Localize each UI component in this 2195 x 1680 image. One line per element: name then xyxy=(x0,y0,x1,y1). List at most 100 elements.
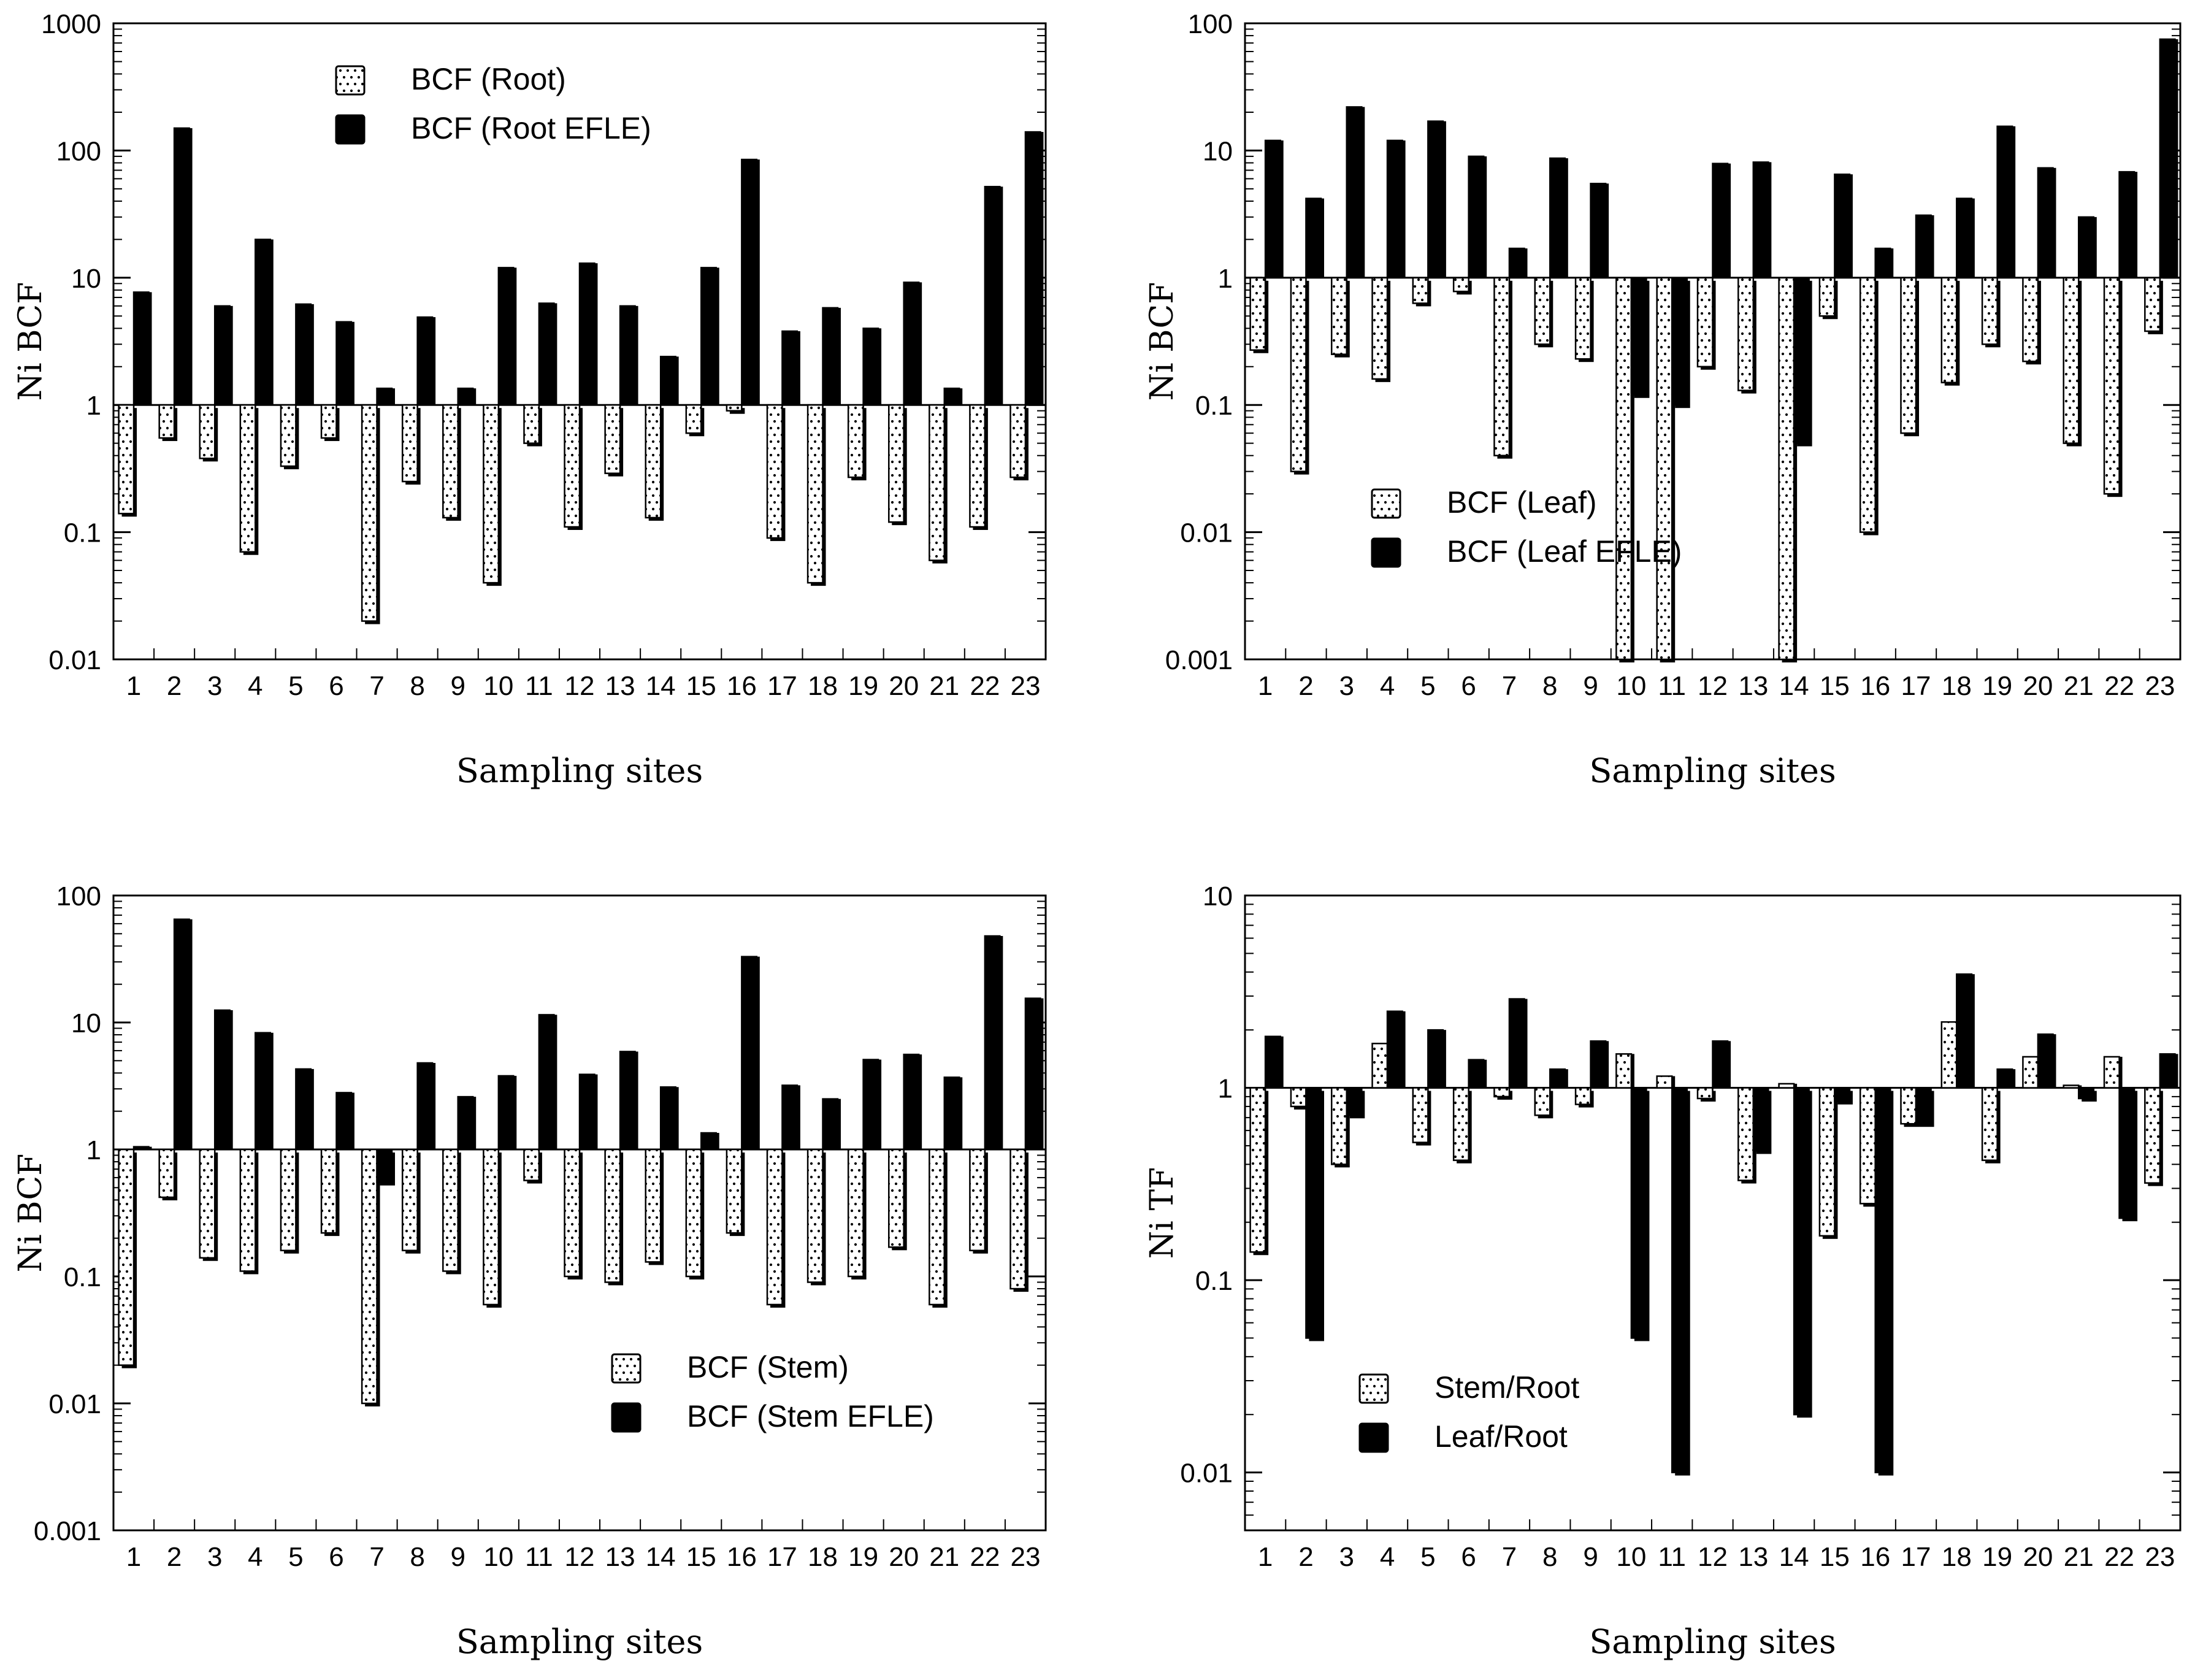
x-tick-label: 11 xyxy=(1658,671,1686,701)
bar-dotted-site-2 xyxy=(1290,1087,1307,1108)
bar-dotted-site-4 xyxy=(1371,1043,1389,1089)
x-tick-label: 11 xyxy=(525,1542,553,1572)
y-tick-label: 0.01 xyxy=(48,1389,101,1419)
bar-dotted-site-6 xyxy=(320,1148,337,1234)
bar-dotted-site-12 xyxy=(1696,277,1714,368)
x-tick-label: 20 xyxy=(2023,671,2053,701)
x-tick-label: 8 xyxy=(410,671,424,701)
bar-dotted-site-12 xyxy=(564,1148,581,1278)
bar-dotted-site-1 xyxy=(118,1148,135,1366)
legend-swatch-dotted xyxy=(1358,1373,1389,1404)
bar-solid-site-12 xyxy=(1712,163,1729,279)
bar-dotted-site-19 xyxy=(1981,277,1998,345)
bar-dotted-site-17 xyxy=(766,404,783,539)
x-tick-label: 15 xyxy=(686,671,716,701)
legend-label: BCF (Stem EFLE) xyxy=(687,1399,934,1433)
x-tick-label: 12 xyxy=(565,1542,595,1572)
legend-label: BCF (Root) xyxy=(411,62,566,96)
bar-dotted-site-8 xyxy=(401,404,418,483)
bar-dotted-site-3 xyxy=(1330,1087,1348,1165)
y-tick-label: 100 xyxy=(56,881,101,911)
bar-dotted-site-15 xyxy=(1818,277,1836,317)
x-tick-label: 10 xyxy=(483,1542,513,1572)
bar-solid-site-16 xyxy=(741,956,758,1151)
x-axis-title: Sampling sites xyxy=(1589,751,1836,790)
x-tick-label: 23 xyxy=(2145,671,2175,701)
x-tick-label: 22 xyxy=(2104,671,2134,701)
bar-dotted-site-19 xyxy=(847,1148,864,1278)
x-tick-label: 12 xyxy=(1698,1542,1728,1572)
bar-solid-site-3 xyxy=(1346,106,1363,279)
bar-solid-site-13 xyxy=(619,305,636,406)
bar-solid-site-16 xyxy=(1874,247,1891,279)
x-tick-label: 2 xyxy=(1298,1542,1313,1572)
y-tick-label: 0.1 xyxy=(64,518,101,548)
x-tick-label: 22 xyxy=(2104,1542,2134,1572)
x-tick-label: 6 xyxy=(329,671,343,701)
bar-dotted-site-13 xyxy=(604,404,621,474)
x-tick-label: 9 xyxy=(450,1542,465,1572)
bar-dotted-site-14 xyxy=(645,1148,662,1263)
bar-solid-site-22 xyxy=(984,935,1001,1151)
x-tick-label: 5 xyxy=(288,671,303,701)
x-tick-label: 22 xyxy=(970,1542,1000,1572)
x-tick-label: 1 xyxy=(126,671,141,701)
bar-solid-site-12 xyxy=(578,1073,596,1151)
x-tick-label: 16 xyxy=(727,1542,757,1572)
bar-dotted-site-15 xyxy=(685,1148,702,1278)
y-tick-label: 1 xyxy=(1218,1074,1233,1104)
x-tick-label: 6 xyxy=(329,1542,343,1572)
bar-solid-site-6 xyxy=(1468,155,1485,279)
bar-solid-site-4 xyxy=(1386,1010,1403,1089)
x-tick-label: 3 xyxy=(207,671,222,701)
x-tick-label: 5 xyxy=(288,1542,303,1572)
bar-solid-site-10 xyxy=(1630,1087,1647,1339)
y-tick-label: 10 xyxy=(1203,136,1233,166)
bar-solid-site-8 xyxy=(416,1062,434,1151)
bar-solid-site-23 xyxy=(1024,997,1041,1151)
x-tick-label: 9 xyxy=(1583,671,1598,701)
bar-dotted-site-18 xyxy=(806,404,824,584)
bar-dotted-site-6 xyxy=(1452,277,1469,293)
bar-dotted-site-13 xyxy=(1737,1087,1755,1181)
bar-dotted-site-21 xyxy=(2063,1084,2080,1089)
x-tick-label: 20 xyxy=(889,671,919,701)
x-tick-label: 15 xyxy=(1820,1542,1850,1572)
x-tick-label: 11 xyxy=(525,671,553,701)
x-tick-label: 17 xyxy=(767,671,797,701)
bar-dotted-site-5 xyxy=(280,404,297,467)
bar-dotted-site-11 xyxy=(1656,1075,1673,1089)
bar-dotted-site-19 xyxy=(847,404,864,478)
bar-dotted-site-22 xyxy=(969,404,986,528)
x-tick-label: 14 xyxy=(646,671,676,701)
bar-dotted-site-11 xyxy=(523,1148,540,1181)
bar-solid-site-8 xyxy=(416,316,434,406)
bar-dotted-site-16 xyxy=(1859,277,1876,533)
bar-solid-site-18 xyxy=(1956,973,1973,1089)
legend-swatch-solid xyxy=(611,1402,642,1433)
x-tick-label: 17 xyxy=(1901,1542,1931,1572)
legend-swatch-dotted xyxy=(611,1353,642,1384)
x-tick-label: 7 xyxy=(369,1542,384,1572)
bar-solid-site-3 xyxy=(213,305,231,406)
legend-swatch-solid xyxy=(335,114,366,145)
x-tick-label: 19 xyxy=(1982,1542,2012,1572)
bar-dotted-site-5 xyxy=(280,1148,297,1251)
bar-solid-site-6 xyxy=(1468,1059,1485,1089)
bar-solid-site-9 xyxy=(457,1095,474,1151)
bar-solid-site-14 xyxy=(1793,277,1810,444)
bar-solid-site-7 xyxy=(376,1148,393,1183)
bar-dotted-site-7 xyxy=(361,1148,378,1405)
bar-dotted-site-9 xyxy=(442,1148,459,1272)
bar-dotted-site-16 xyxy=(1859,1087,1876,1205)
x-tick-label: 16 xyxy=(1860,671,1890,701)
bar-dotted-site-1 xyxy=(1249,277,1266,351)
bar-solid-site-20 xyxy=(903,282,920,406)
bar-solid-site-21 xyxy=(2077,216,2095,279)
bar-solid-site-20 xyxy=(903,1053,920,1151)
bar-solid-site-11 xyxy=(1671,277,1688,406)
bar-solid-site-19 xyxy=(862,328,879,406)
bar-solid-site-13 xyxy=(619,1051,636,1151)
bar-dotted-site-7 xyxy=(361,404,378,622)
bar-dotted-site-8 xyxy=(1534,1087,1551,1116)
